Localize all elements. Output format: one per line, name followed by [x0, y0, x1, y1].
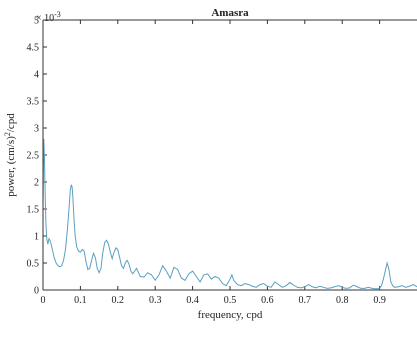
x-tick-label: 0.7	[299, 295, 312, 306]
y-tick-label: 5	[34, 16, 39, 27]
y-tick-label: 4	[34, 70, 39, 81]
y-axis-exponent: × 10-3	[36, 10, 61, 24]
x-tick-label: 0.3	[149, 295, 162, 306]
x-tick-label: 0	[41, 295, 46, 306]
x-tick-label: 0.6	[261, 295, 274, 306]
x-tick-label: 0.8	[336, 295, 349, 306]
y-axis-exponent-base: × 10	[36, 13, 54, 24]
y-tick-label: 1	[34, 232, 39, 243]
y-tick-label: 4.5	[27, 43, 40, 54]
x-tick-label: 0.2	[112, 295, 125, 306]
y-tick-label: 2.5	[27, 151, 40, 162]
x-tick-label: 0.4	[186, 295, 199, 306]
y-axis-label-tail: /cpd	[5, 113, 17, 132]
x-axis-ticks: 0 0.1 0.2 0.3 0.4 0.5 0.6 0.7 0.8 0.9	[41, 20, 386, 306]
x-tick-label: 0.5	[224, 295, 237, 306]
x-tick-label: 0.9	[373, 295, 386, 306]
y-tick-label: 3.5	[27, 97, 40, 108]
y-tick-label: 0.5	[27, 259, 40, 270]
y-axis-label-superscript: 2	[3, 132, 12, 136]
y-tick-label: 1.5	[27, 205, 40, 216]
y-tick-label: 0	[34, 286, 39, 297]
series-line	[43, 138, 417, 290]
x-tick-label: 0.1	[74, 295, 87, 306]
x-axis-label: frequency, cpd	[198, 309, 263, 321]
chart-title: Amasra	[211, 7, 249, 19]
y-tick-label: 2	[34, 178, 39, 189]
y-tick-label: 3	[34, 124, 39, 135]
y-axis-label: power, (cm/s)2/cpd	[3, 113, 17, 197]
y-axis-label-base: power, (cm/s)	[5, 136, 17, 197]
y-axis-exponent-superscript: -3	[54, 10, 61, 19]
